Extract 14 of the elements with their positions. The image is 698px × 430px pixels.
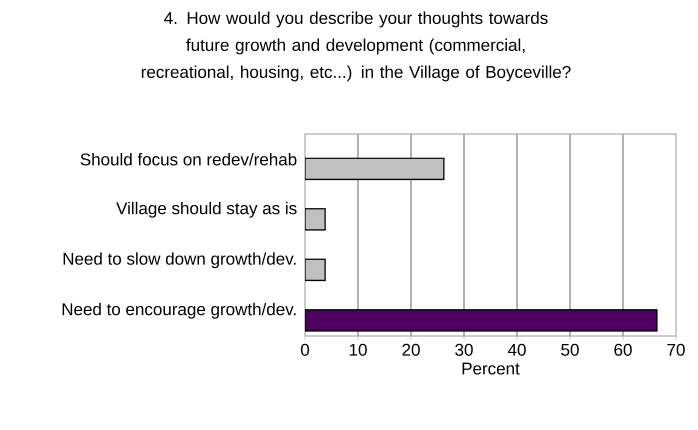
chart-title: 4. How would you describe your thoughts towards future growth and development (commercial, recreational, housing, etc...) in the Village of Boyceville? (142, 12, 571, 82)
y-tick-label: Village should stay as is (116, 202, 297, 218)
x-tick-label: 50 (561, 344, 579, 356)
x-tick-label: 70 (667, 344, 685, 356)
x-tick-label: 40 (508, 344, 526, 356)
x-tick-label: 60 (614, 344, 632, 356)
x-tick-label: 0 (300, 344, 310, 356)
x-tick-label: 30 (455, 344, 473, 356)
x-axis-title: Percent (462, 362, 520, 375)
x-tick-label: 20 (402, 344, 420, 356)
y-tick-label: Need to encourage growth/dev. (62, 302, 296, 319)
x-tick-label: 10 (350, 344, 367, 356)
y-tick-label: Should focus on redev/rehab (80, 153, 296, 166)
y-tick-label: Need to slow down growth/dev. (64, 252, 296, 268)
